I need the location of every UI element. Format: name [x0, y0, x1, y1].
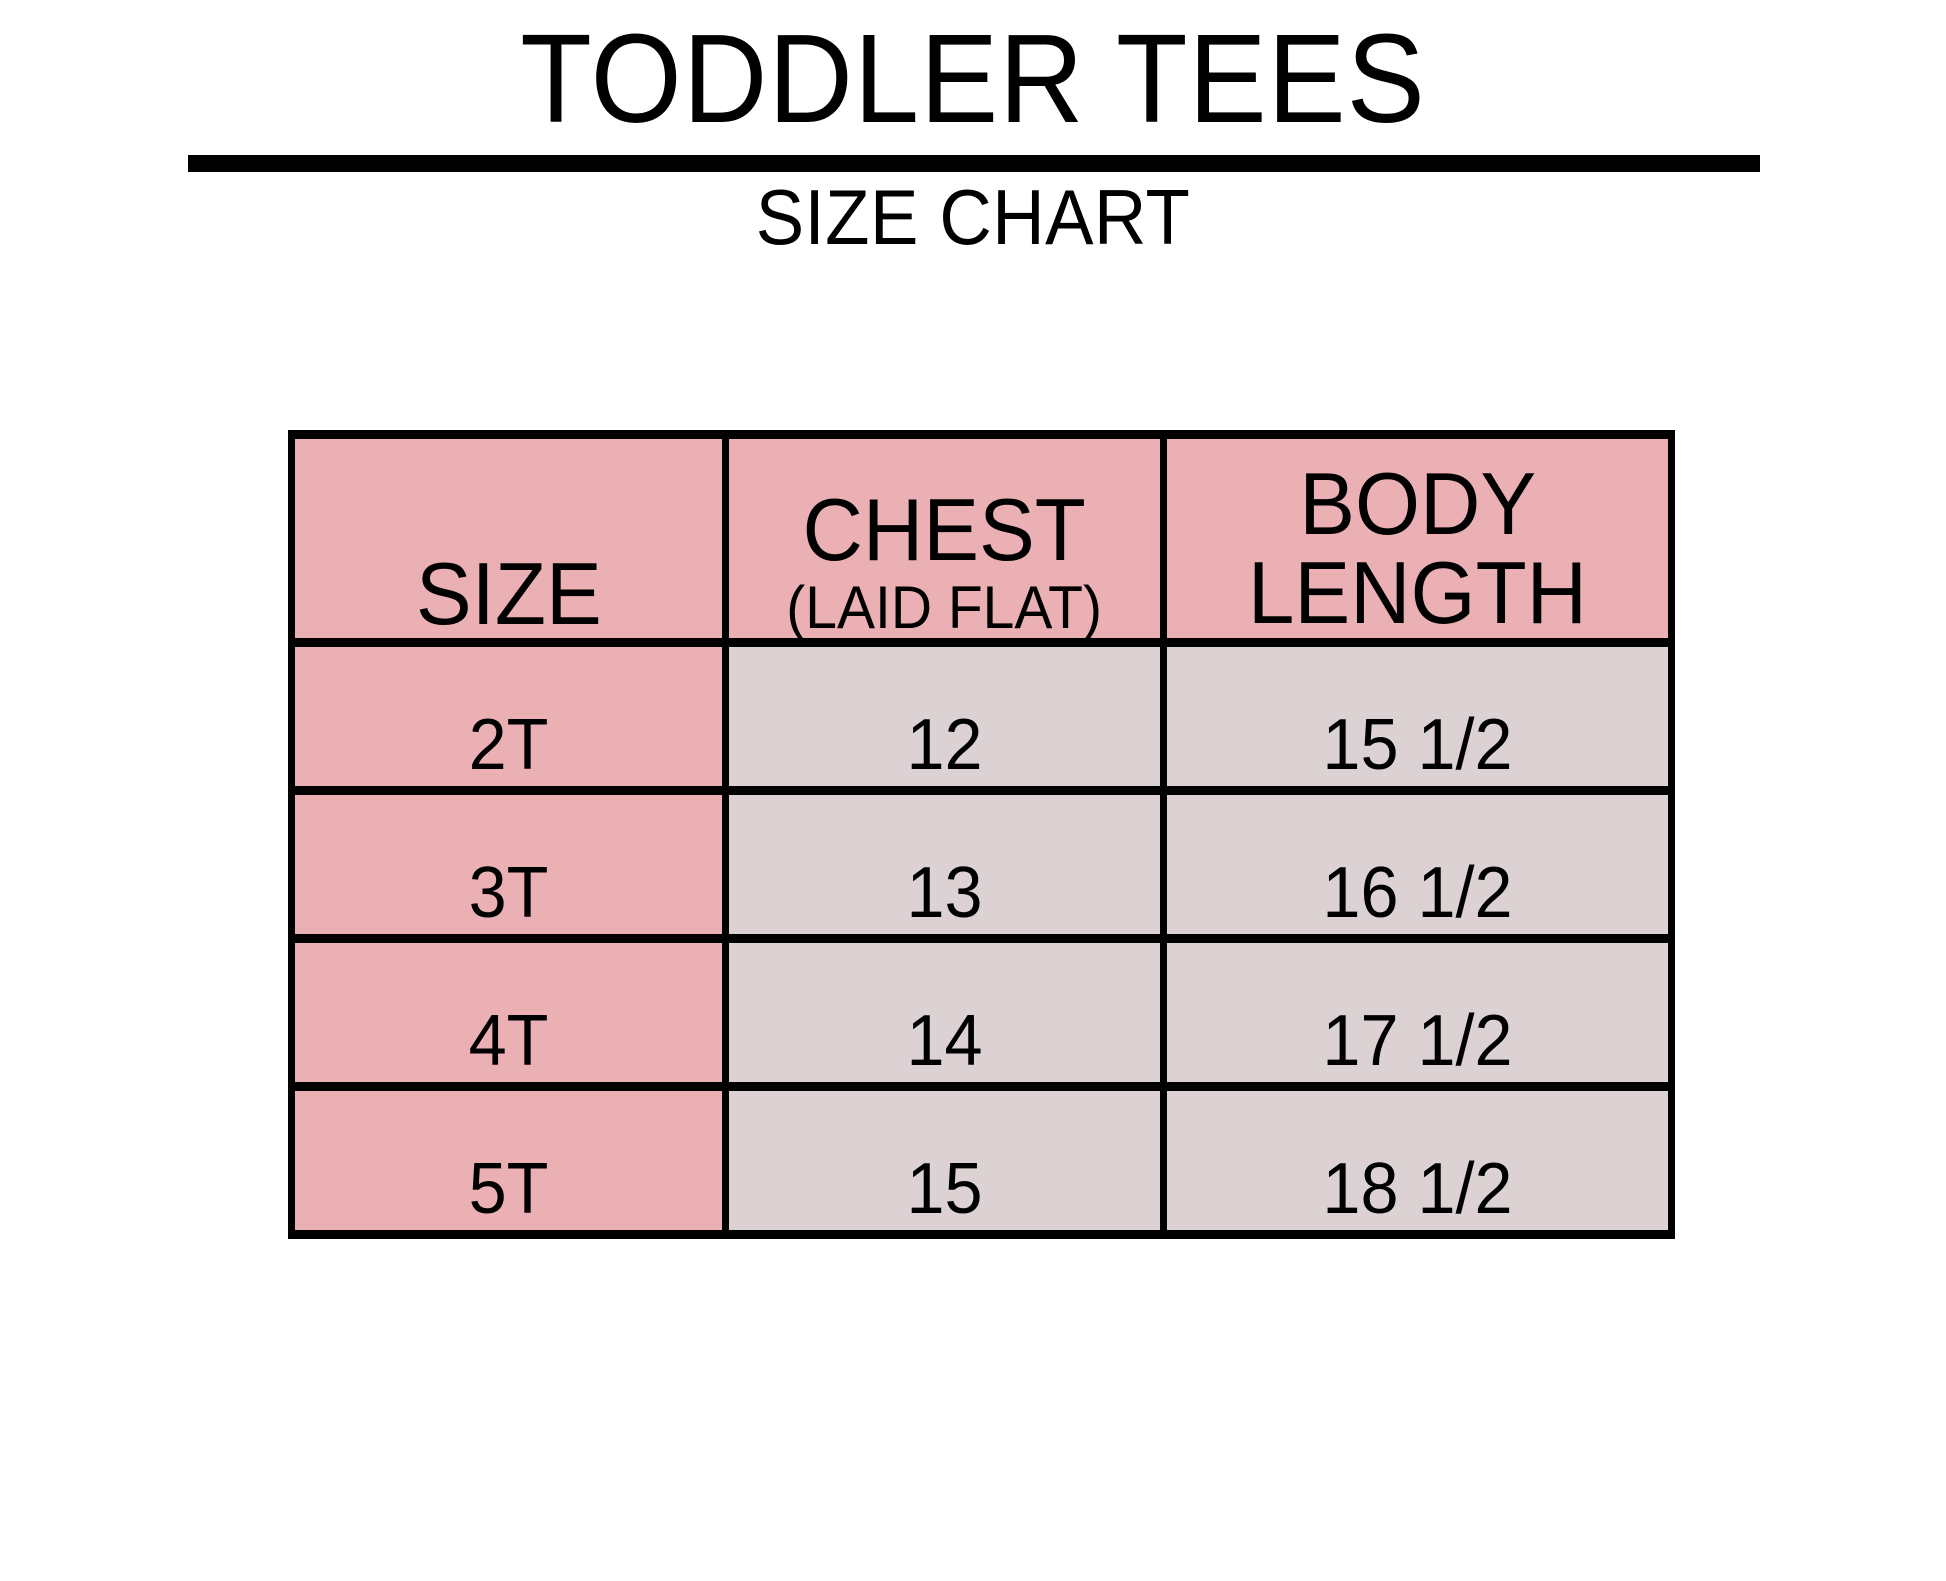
table-row: 5T 15 18 1/2	[288, 1082, 1675, 1239]
column-header-size-label: SIZE	[415, 544, 602, 643]
cell-body-length-text: 15 1/2	[1322, 705, 1513, 785]
cell-body-length: 15 1/2	[1160, 638, 1675, 795]
cell-size-text: 5T	[468, 1149, 549, 1229]
cell-chest: 14	[722, 934, 1167, 1091]
column-header-chest-label: CHEST	[802, 480, 1087, 579]
size-chart-table-container: SIZE CHEST (LAID FLAT) BODY LENGTH	[288, 430, 1675, 1239]
table-row: 3T 13 16 1/2	[288, 786, 1675, 943]
title-block: TODDLER TEES SIZE CHART	[0, 0, 1946, 256]
column-header-size: SIZE	[288, 430, 729, 647]
table-row: 2T 12 15 1/2	[288, 638, 1675, 795]
cell-chest: 15	[722, 1082, 1167, 1239]
cell-chest: 12	[722, 638, 1167, 795]
column-header-body-length-label-line1: BODY	[1299, 453, 1536, 553]
column-header-body-length: BODY LENGTH	[1160, 430, 1675, 647]
cell-size-text: 2T	[468, 705, 549, 785]
cell-body-length-text: 18 1/2	[1322, 1149, 1513, 1229]
cell-body-length: 17 1/2	[1160, 934, 1675, 1091]
table-body: 2T 12 15 1/2 3T 13	[288, 638, 1675, 1239]
header-row: SIZE CHEST (LAID FLAT) BODY LENGTH	[288, 430, 1675, 647]
title-divider-rule	[188, 155, 1760, 172]
cell-chest-text: 15	[906, 1149, 983, 1229]
cell-chest: 13	[722, 786, 1167, 943]
cell-chest-text: 13	[906, 853, 983, 933]
cell-chest-text: 14	[906, 1001, 983, 1081]
table-header: SIZE CHEST (LAID FLAT) BODY LENGTH	[288, 430, 1675, 647]
cell-body-length-text: 17 1/2	[1322, 1001, 1513, 1081]
page-title: TODDLER TEES	[520, 8, 1426, 149]
cell-size: 2T	[288, 638, 729, 795]
cell-body-length-text: 16 1/2	[1322, 853, 1513, 933]
cell-size: 3T	[288, 786, 729, 943]
cell-size-text: 4T	[468, 1001, 549, 1081]
column-header-chest: CHEST (LAID FLAT)	[722, 430, 1167, 647]
cell-size-text: 3T	[468, 853, 549, 933]
column-header-body-length-label-line2: LENGTH	[1247, 543, 1588, 643]
size-chart-table: SIZE CHEST (LAID FLAT) BODY LENGTH	[288, 430, 1675, 1239]
cell-body-length: 18 1/2	[1160, 1082, 1675, 1239]
cell-size: 4T	[288, 934, 729, 1091]
page-subtitle: SIZE CHART	[755, 173, 1191, 261]
table-row: 4T 14 17 1/2	[288, 934, 1675, 1091]
cell-size: 5T	[288, 1082, 729, 1239]
column-header-chest-sublabel: (LAID FLAT)	[786, 574, 1103, 641]
cell-body-length: 16 1/2	[1160, 786, 1675, 943]
cell-chest-text: 12	[906, 705, 983, 785]
